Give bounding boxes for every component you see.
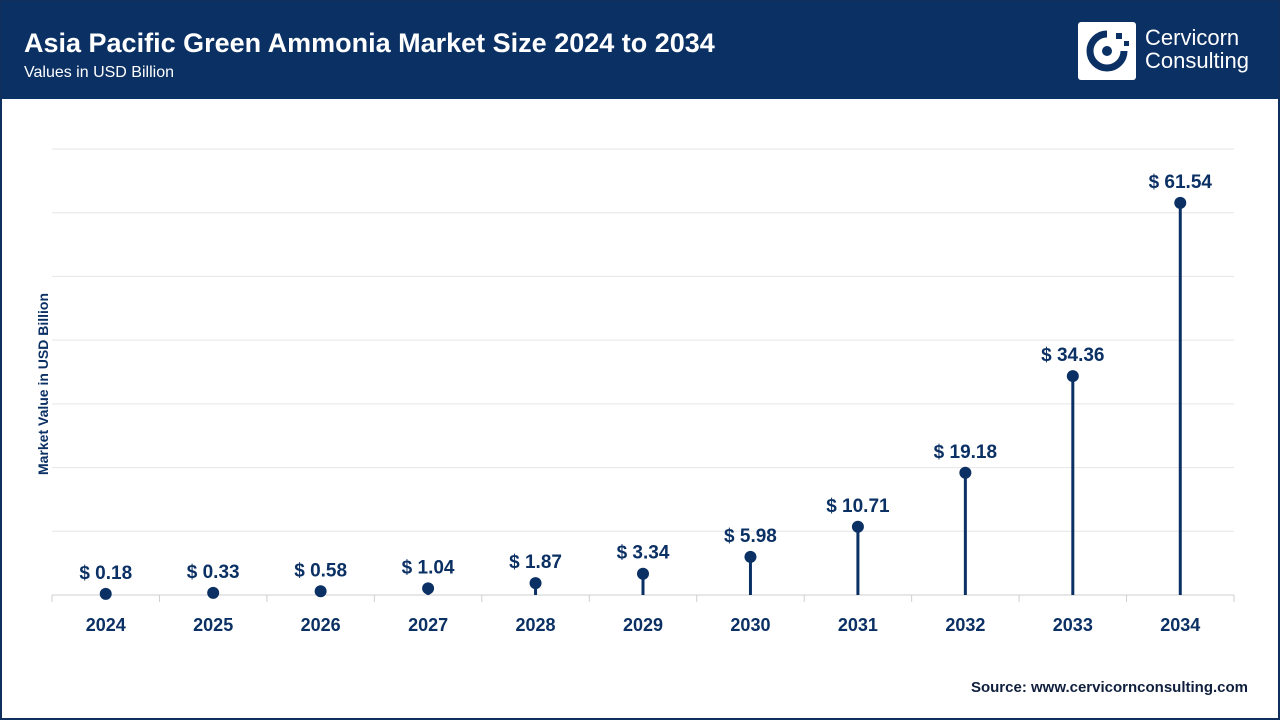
x-tick-label-2032: 2032 [945, 615, 985, 635]
x-tick-label-2026: 2026 [301, 615, 341, 635]
data-point-2029[interactable] [637, 567, 649, 580]
data-point-2033[interactable] [1066, 370, 1079, 383]
company-logo: Cervicorn Consulting [1078, 22, 1258, 82]
logo-line-1: Cervicorn [1145, 25, 1240, 50]
x-tick-label-2027: 2027 [408, 615, 448, 635]
x-tick-label-2024: 2024 [86, 615, 126, 635]
data-label-2030: $ 5.98 [724, 526, 777, 547]
logo-icon [1078, 22, 1136, 80]
x-tick-label-2031: 2031 [838, 615, 878, 635]
chart-subtitle: Values in USD Billion [24, 64, 174, 81]
data-point-2031[interactable] [851, 520, 864, 533]
x-tick-label-2025: 2025 [193, 615, 233, 635]
data-point-2026[interactable] [314, 585, 327, 598]
header-bar: Asia Pacific Green Ammonia Market Size 2… [2, 2, 1278, 99]
data-label-2032: $ 19.18 [934, 442, 997, 463]
x-tick-label-2034: 2034 [1160, 615, 1200, 635]
x-tick-label-2029: 2029 [623, 615, 663, 635]
source-url[interactable]: www.cervicornconsulting.com [1031, 679, 1248, 696]
data-point-2025[interactable] [207, 586, 220, 599]
x-axis [51, 594, 1235, 602]
source-note: Source: www.cervicornconsulting.com [971, 679, 1248, 696]
x-tick-label-2030: 2030 [730, 615, 770, 635]
data-point-2032[interactable] [959, 466, 972, 479]
data-label-2029: $ 3.34 [617, 543, 670, 564]
data-label-2025: $ 0.33 [187, 562, 240, 583]
data-label-2024: $ 0.18 [79, 563, 132, 584]
source-label: Source: [970, 679, 1027, 696]
data-point-2027[interactable] [422, 582, 435, 595]
chart-marks: $ 0.18 2024 $ 0.33 2025 $ 0.58 2026 $ 1.04 2027… [79, 172, 1212, 635]
data-label-2033: $ 34.36 [1041, 345, 1104, 366]
data-label-2031: $ 10.71 [826, 496, 890, 517]
data-label-2034: $ 61.54 [1149, 172, 1213, 193]
grid-lines [52, 148, 1234, 532]
data-label-2026: $ 0.58 [294, 560, 347, 581]
data-point-2030[interactable] [744, 550, 757, 563]
x-tick-label-2033: 2033 [1053, 615, 1093, 635]
data-label-2028: $ 1.87 [509, 552, 562, 573]
data-point-2024[interactable] [99, 587, 112, 600]
logo-line-2: Consulting [1145, 48, 1249, 73]
data-point-2034[interactable] [1174, 196, 1187, 209]
data-label-2027: $ 1.04 [402, 557, 455, 578]
data-point-2028[interactable] [529, 577, 542, 590]
x-tick-label-2028: 2028 [516, 615, 556, 635]
logo-text: Cervicorn Consulting [1145, 26, 1249, 72]
chart-title: Asia Pacific Green Ammonia Market Size 2… [24, 28, 715, 58]
y-axis-label: Market Value in USD Billion [35, 293, 51, 475]
